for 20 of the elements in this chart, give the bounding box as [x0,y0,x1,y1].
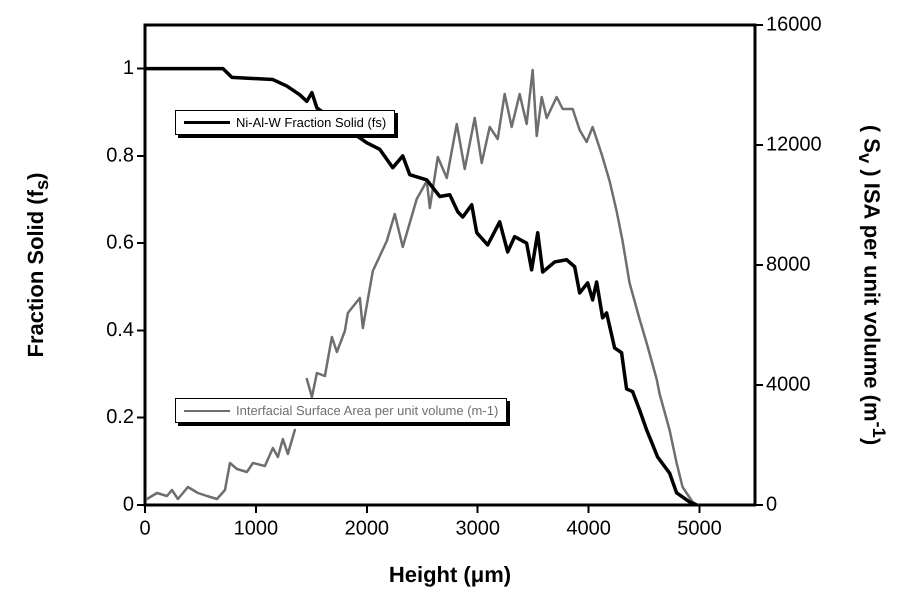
x-tick-label: 3000 [455,518,500,540]
x-tick-label: 1000 [234,518,278,540]
x-tick-label: 5000 [677,518,722,540]
y-tick-label: 0.8 [106,144,134,166]
x-tick-label: 0 [139,518,151,540]
y2-tick-label: 12000 [766,134,822,156]
y2-tick-label: 0 [766,494,778,516]
y-tick-label: 0.2 [106,406,134,428]
y-tick-label: 0 [122,494,134,516]
y2-tick-label: 8000 [766,254,810,276]
y2-tick-label: 16000 [766,14,822,36]
y-tick-label: 0.6 [106,232,134,254]
y-tick-label: 0.4 [106,318,134,341]
x-axis-title: Height (μm) [388,562,512,588]
legend-label: Interfacial Surface Area per unit volume (m-1) [236,403,498,418]
x-tick-label: 2000 [344,518,390,540]
y-tick-label: 1 [122,57,134,80]
x-tick-label: 4000 [566,518,611,540]
y2-tick-label: 4000 [766,374,810,396]
legend-label: Ni-Al-W Fraction Solid (fs) [236,115,386,130]
